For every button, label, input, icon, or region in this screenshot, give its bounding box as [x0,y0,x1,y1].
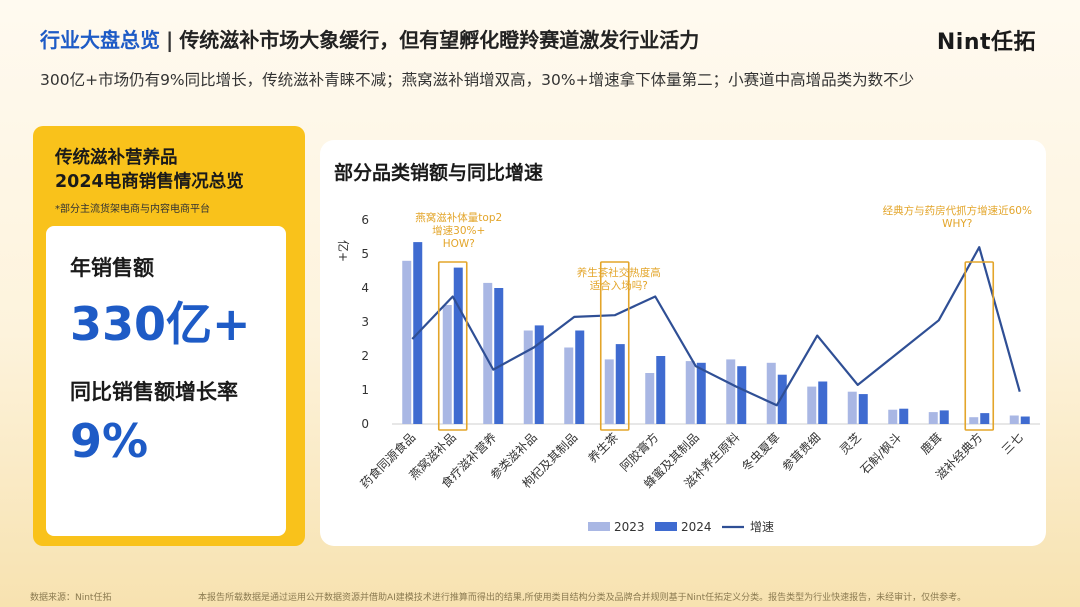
highlight-box [437,261,468,431]
bar-2024 [534,325,544,424]
bar-2024 [575,330,585,424]
bar-2023 [645,373,655,424]
chart-card: 部分品类销额与同比增速 0 1 2 3 4 5 6 亿+ 燕窝滋补体量top2 增速30%+ HOW… [320,140,1046,546]
legend-label-2023: 2023 [614,520,645,534]
bar-2024 [899,408,909,424]
x-tick-label: 参茸贵细 [779,430,824,475]
bar-2023 [523,330,533,424]
page-title: 行业大盘总览 | 传统滋补市场大象缓行，但有望孵化瞪羚赛道激发行业活力 [40,24,699,53]
highlight-box [964,261,995,431]
annual-sales-value: 330亿+ [70,297,251,351]
x-tick-label: 灵芝 [836,430,864,458]
title-separator: | [166,28,174,52]
legend-label-growth: 增速 [750,520,774,534]
bar-2024 [453,267,463,424]
overview-card: 传统滋补营养品 2024电商销售情况总览 *部分主流货架电商与内容电商平台 年销… [33,126,305,546]
yoy-growth-label: 同比销售额增长率 [70,380,238,404]
x-tick-label: 三七 [999,430,1026,457]
bar-2023 [766,362,776,424]
y-tick-label: 4 [361,281,369,295]
bar-2024 [818,381,828,424]
data-source: 数据来源：Nint任拓 [30,593,112,603]
yoy-growth-value: 9% [70,414,149,468]
highlight-box [599,261,630,431]
annotation-text: 经典方与药房代抓方增速近60% [883,204,1032,217]
x-tick-label: 药食同源食品 [357,430,419,492]
x-tick-label: 养生茶 [585,430,621,466]
annotation-text: WHY? [942,218,972,230]
annotation-text: 适合入场吗? [590,279,648,292]
chart-title: 部分品类销额与同比增速 [334,162,544,184]
legend-label-2024: 2024 [681,520,712,534]
x-tick-label: 石斛/枫斗 [857,430,904,477]
annual-sales-label: 年销售额 [70,256,154,280]
bar-2023 [888,409,898,424]
brand-logo: Nint任拓 [936,30,1036,55]
y-tick-label: 0 [361,417,369,431]
bar-2023 [726,359,736,424]
legend-swatch-2023 [588,522,610,531]
bar-2023 [442,305,452,424]
overview-title-line2: 2024电商销售情况总览 [55,172,244,192]
y-tick-label: 5 [361,247,369,261]
headline: 传统滋补市场大象缓行，但有望孵化瞪羚赛道激发行业活力 [179,28,700,52]
overview-note: *部分主流货架电商与内容电商平台 [55,204,210,215]
bar-2023 [685,361,695,424]
y-tick-label: 6 [361,213,369,227]
page-subtitle: 300亿+市场仍有9%同比增长，传统滋补青睐不减；燕窝滋补销增双高，30%+增速… [40,71,915,89]
bar-2024 [615,344,625,424]
disclaimer: 本报告所载数据是通过运用公开数据资源并借助AI建模技术进行推算而得出的结果,所使… [198,593,967,603]
bar-2023 [402,260,412,424]
annotation-text: 增速30%+ [432,224,485,237]
bar-2024 [980,413,990,424]
section-title: 行业大盘总览 [40,28,160,52]
annotation-text: 燕窝滋补体量top2 [415,211,502,224]
bar-2024 [696,362,706,424]
footer: 数据来源：Nint任拓 本报告所载数据是通过运用公开数据资源并借助AI建模技术进… [0,587,1080,607]
metrics-panel: 年销售额 330亿+ 同比销售额增长率 9% [46,226,286,536]
bar-2024 [737,366,747,424]
bar-2023 [1009,415,1019,424]
bar-2023 [807,386,817,424]
bar-2023 [928,412,938,424]
y-tick-label: 1 [361,383,369,397]
y-tick-label: 3 [361,315,369,329]
growth-line [411,246,1021,407]
bar-2024 [777,374,787,424]
x-tick-label: 鹿茸 [917,430,945,458]
bar-2024 [858,394,868,424]
bar-2023 [483,282,493,424]
bar-2024 [939,410,949,424]
legend-swatch-2024 [655,522,677,531]
bar-2023 [847,391,857,424]
bar-2023 [969,417,979,424]
bar-2024 [1020,416,1030,424]
bar-2023 [564,347,574,424]
annotation-text: 养生茶社交热度高 [577,266,661,279]
bar-2024 [656,356,666,424]
overview-title: 传统滋补营养品 2024电商销售情况总览 [55,146,244,194]
bar-2023 [604,359,614,424]
y-axis-label: 亿+ [336,240,351,262]
overview-title-line1: 传统滋补营养品 [55,148,178,168]
y-tick-label: 2 [361,349,369,363]
annotation-text: HOW? [443,238,475,250]
x-tick-label: 冬虫夏草 [738,430,783,475]
bar-2024 [494,288,504,424]
